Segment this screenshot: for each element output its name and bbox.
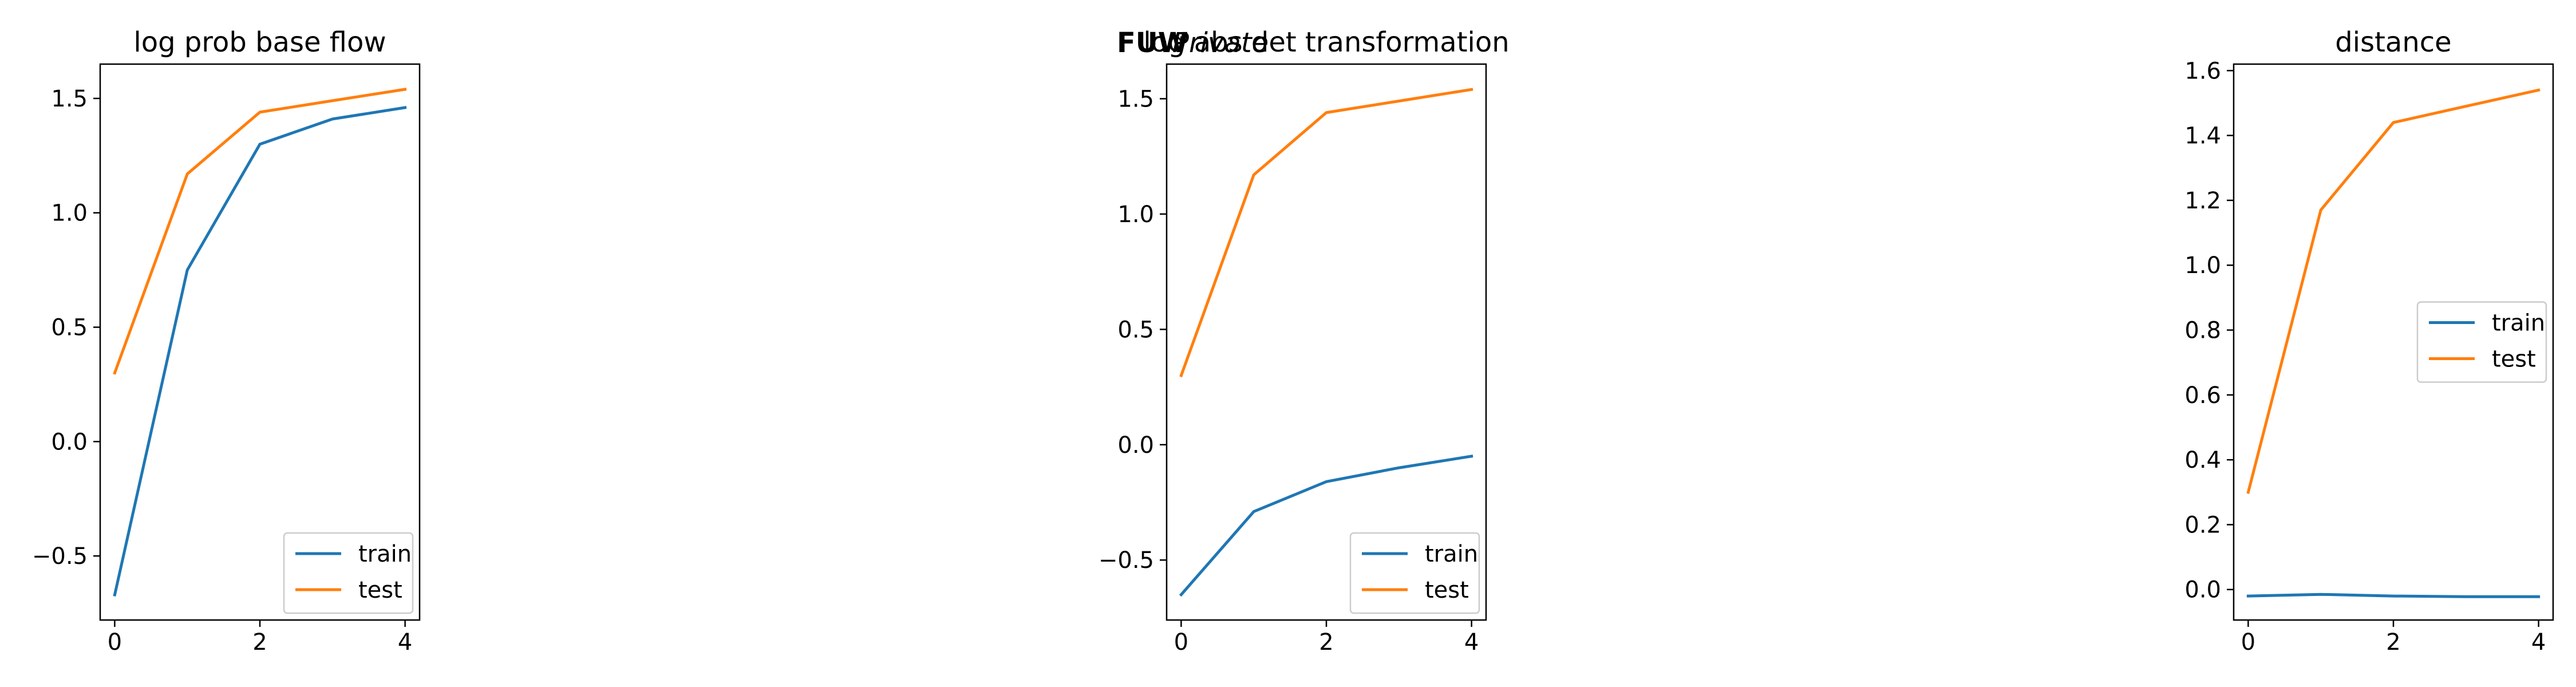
x-tick-label: 4 — [1464, 629, 1479, 656]
x-tick-label: 4 — [398, 629, 412, 656]
series-line-train — [2246, 593, 2541, 598]
x-tick-label: 0 — [2241, 629, 2255, 656]
legend: train test — [2416, 301, 2547, 383]
series-line-test — [113, 88, 407, 375]
legend-label-test: test — [358, 577, 402, 603]
x-tick-label: 2 — [1319, 629, 1333, 656]
legend-label-test: test — [1425, 577, 1469, 603]
y-tick-label: −0.5 — [32, 543, 88, 570]
x-tick-label: 4 — [2531, 629, 2546, 656]
y-tick-label: 1.5 — [1117, 86, 1154, 112]
legend-label-train: train — [358, 541, 412, 567]
y-tick-label: 1.0 — [1117, 202, 1154, 228]
legend-label-test: test — [2492, 346, 2536, 373]
series-line-train — [1179, 455, 1473, 597]
y-tick-label: 0.6 — [2184, 382, 2221, 409]
series-line-train — [113, 106, 407, 597]
x-tick-label: 2 — [252, 629, 267, 656]
y-tick-label: 1.0 — [2184, 252, 2221, 279]
y-tick-label: 1.4 — [2184, 123, 2221, 149]
x-tick-label: 0 — [1174, 629, 1188, 656]
y-tick-label: 1.2 — [2184, 188, 2221, 214]
chart-title: log abs det transformation — [1143, 26, 1509, 58]
y-tick-label: 0.5 — [1117, 317, 1154, 343]
series-line-test — [2246, 88, 2541, 494]
y-tick-label: 0.8 — [2184, 318, 2221, 344]
y-tick-label: 0.0 — [1117, 432, 1154, 459]
legend-label-train: train — [1425, 541, 1478, 567]
y-tick-label: −0.5 — [1099, 547, 1154, 574]
subtitle-label: Private — [1172, 27, 1269, 59]
header: FUW Private — [1117, 27, 1269, 59]
series-line-test — [1179, 88, 1473, 378]
chart-distance: distance 0 2 4 0.0 0.2 0.4 0.6 0.8 1.0 1.2 1.4 1.6 tr… — [2184, 26, 2554, 656]
brand-label: FUW — [1117, 27, 1188, 59]
chart-log-prob-base-flow: log prob base flow 0 2 4 −0.5 0.0 0.5 1.0 1.5 tra… — [32, 26, 421, 656]
legend: train test — [1349, 532, 1480, 614]
legend: train test — [283, 532, 414, 614]
y-tick-label: 1.5 — [51, 86, 88, 112]
y-tick-label: 0.2 — [2184, 512, 2221, 538]
y-tick-label: 0.0 — [2184, 577, 2221, 603]
y-tick-label: 0.4 — [2184, 447, 2221, 473]
y-tick-label: 0.0 — [51, 429, 88, 455]
y-tick-label: 1.0 — [51, 200, 88, 227]
legend-label-train: train — [2492, 310, 2545, 337]
chart-title: distance — [2335, 26, 2451, 58]
y-tick-label: 0.5 — [51, 315, 88, 341]
chart-title: log prob base flow — [133, 26, 386, 58]
y-tick-label: 1.6 — [2184, 58, 2221, 84]
x-tick-label: 0 — [108, 629, 122, 656]
x-tick-label: 2 — [2386, 629, 2400, 656]
chart-log-abs-det-transformation: log abs det transformation 0 2 4 −0.5 0.0 0.5 1… — [1099, 26, 1510, 656]
